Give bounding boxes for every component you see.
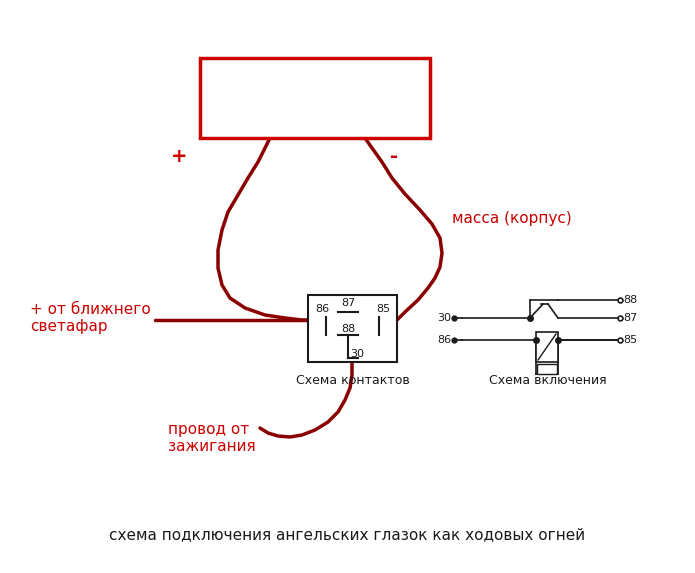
Text: 87: 87: [341, 298, 355, 308]
Text: 85: 85: [623, 335, 637, 345]
Text: провод от
зажигания: провод от зажигания: [168, 422, 256, 454]
Text: 88: 88: [623, 295, 637, 305]
Text: 30: 30: [350, 349, 364, 359]
Text: 30: 30: [437, 313, 451, 323]
Text: масса (корпус): масса (корпус): [452, 210, 572, 226]
Text: 86: 86: [315, 304, 329, 314]
Text: 88: 88: [341, 324, 355, 334]
Text: схема подключения ангельских глазок как ходовых огней: схема подключения ангельских глазок как …: [109, 528, 585, 543]
Bar: [536, 332, 558, 362]
Text: Схема контактов: Схема контактов: [295, 374, 409, 387]
Bar: [200, 58, 430, 138]
Text: 85: 85: [376, 304, 390, 314]
Text: +: +: [170, 147, 187, 167]
Text: + от ближнего
светафар: + от ближнего светафар: [30, 302, 151, 334]
Bar: [308, 295, 397, 362]
Text: ангельские глазки
или ходовые огни: ангельские глазки или ходовые огни: [225, 79, 404, 117]
Text: 86: 86: [437, 335, 451, 345]
Text: 87: 87: [623, 313, 637, 323]
Text: Схема включения: Схема включения: [489, 374, 607, 387]
Bar: [537, 364, 557, 374]
Text: -: -: [390, 147, 398, 167]
